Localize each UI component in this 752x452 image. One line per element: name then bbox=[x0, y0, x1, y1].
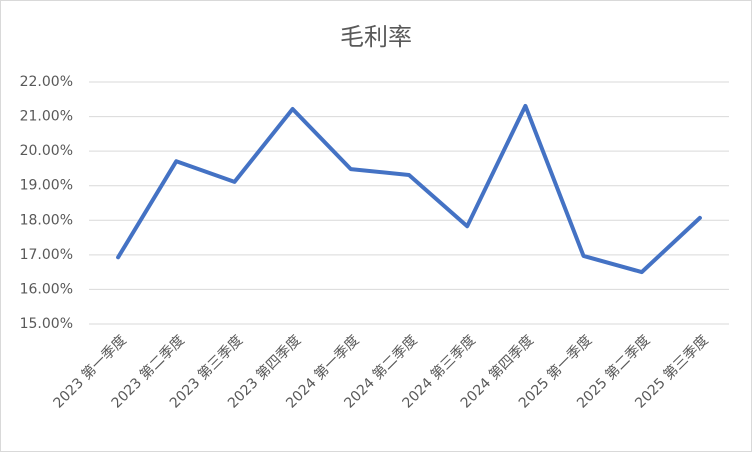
y-tick-label: 22.00% bbox=[20, 74, 73, 90]
y-tick-label: 16.00% bbox=[20, 281, 73, 297]
data-line bbox=[116, 103, 702, 275]
y-tick-label: 19.00% bbox=[20, 178, 73, 194]
y-tick-label: 21.00% bbox=[20, 109, 73, 125]
y-tick-label: 20.00% bbox=[20, 143, 73, 159]
y-tick-label: 17.00% bbox=[20, 247, 73, 263]
y-tick-label: 15.00% bbox=[20, 316, 73, 332]
chart-title: 毛利率 bbox=[340, 23, 412, 51]
y-tick-label: 18.00% bbox=[20, 212, 73, 228]
